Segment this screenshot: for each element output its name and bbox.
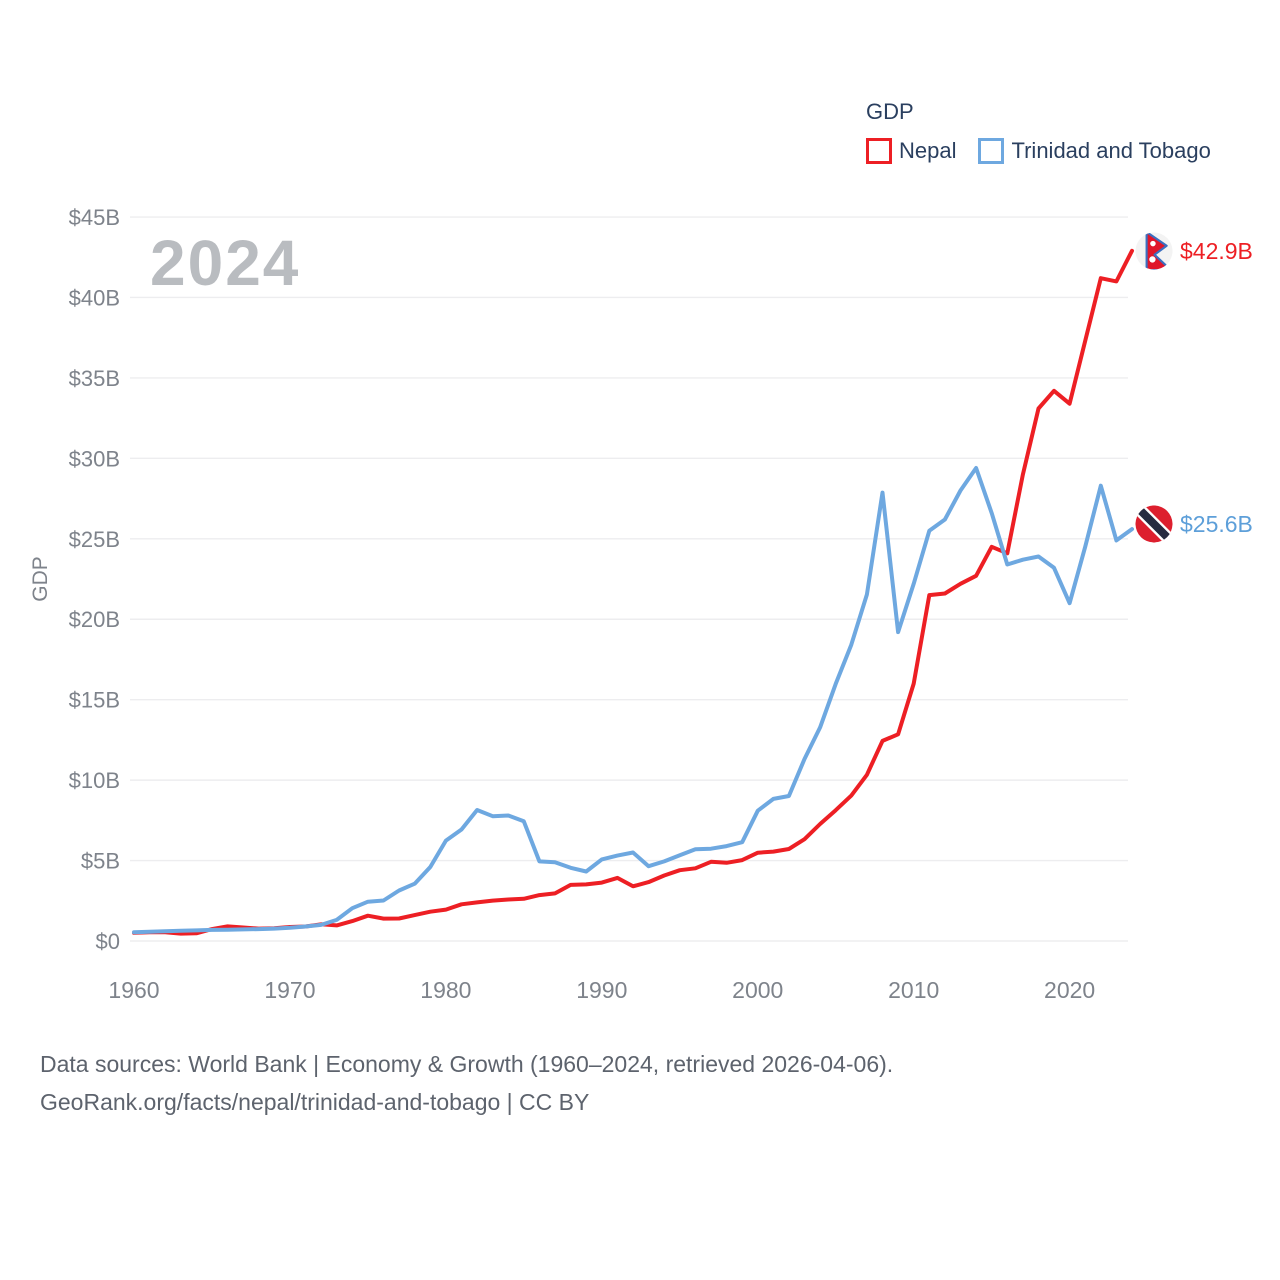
x-tick-label: 1960 (108, 977, 159, 1003)
trinidad-and-tobago-end-label: $25.6B (1135, 505, 1253, 543)
trinidad-and-tobago-end-value: $25.6B (1180, 510, 1253, 537)
x-tick-label: 1980 (420, 977, 471, 1003)
legend-items: Nepal Trinidad and Tobago (866, 138, 1211, 164)
y-tick-label: $30B (69, 446, 120, 471)
georank-url-text[interactable]: GeoRank.org/facts/nepal/trinidad-and-tob… (40, 1089, 590, 1115)
legend-title: GDP (866, 99, 914, 124)
data-sources-text: Data sources: World Bank | Economy & Gro… (40, 1051, 894, 1077)
trinidad-and-tobago-series-swatch-icon (978, 138, 1005, 164)
x-tick-label: 2000 (732, 977, 783, 1003)
trinidad-and-tobago-series-line[interactable] (132, 466, 1134, 935)
footer: Data sources: World Bank | Economy & Gro… (40, 1045, 893, 1121)
nepal-series-line[interactable] (132, 248, 1134, 936)
x-tick-label: 2010 (888, 977, 939, 1003)
y-axis-title: GDP (29, 556, 52, 602)
legend: GDP Nepal Trinidad and Tobago (866, 99, 1211, 164)
x-tick-label: 1970 (264, 977, 315, 1003)
legend-item-label: Nepal (899, 138, 957, 163)
y-tick-label: $35B (69, 366, 120, 391)
x-tick-label: 1990 (576, 977, 627, 1003)
year-watermark: 2024 (150, 227, 301, 299)
y-tick-label: $40B (69, 285, 120, 310)
trinidad-and-tobago-flag-icon (1135, 505, 1173, 543)
legend-item-nepal[interactable]: Nepal (866, 138, 956, 164)
y-tick-label: $0 (96, 929, 120, 954)
legend-item-label: Trinidad and Tobago (1011, 138, 1211, 163)
y-tick-label: $10B (69, 768, 120, 793)
nepal-end-label: $42.9B (1135, 232, 1253, 270)
gdp-line-chart: $0 $5B $10B $15B $20B $25B $30B $35B $40B $45B 196… (69, 205, 1134, 1003)
nepal-series-swatch-icon (866, 138, 892, 164)
nepal-flag-icon (1135, 232, 1173, 270)
legend-item-trinidad-and-tobago[interactable]: Trinidad and Tobago (978, 138, 1211, 164)
x-tick-label: 2020 (1044, 977, 1095, 1003)
y-tick-label: $5B (81, 849, 120, 874)
y-tick-label: $20B (69, 607, 120, 632)
y-tick-label: $15B (69, 688, 120, 713)
y-tick-label: $25B (69, 527, 120, 552)
nepal-end-value: $42.9B (1180, 237, 1253, 264)
y-tick-label: $45B (69, 205, 120, 230)
